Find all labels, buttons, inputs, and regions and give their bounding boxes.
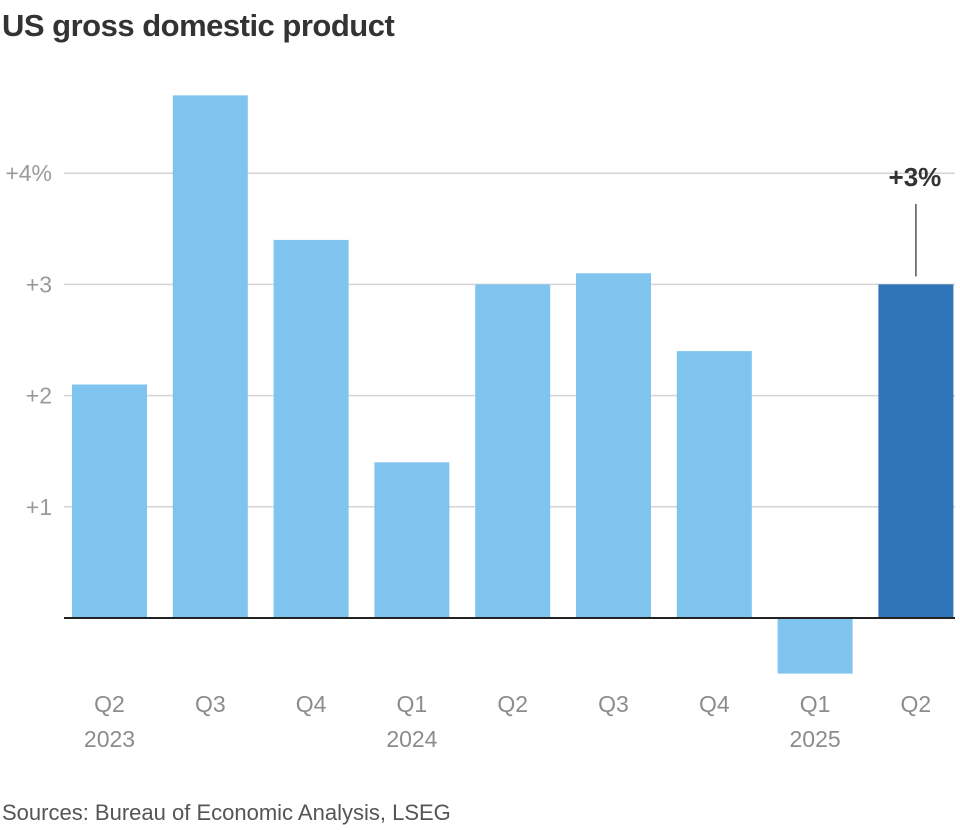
bar [172,95,248,619]
x-tick-label: Q4 [699,691,730,717]
annotation: +3% [889,162,942,277]
x-tick-label: Q1 2024 [386,691,437,752]
y-tick-label: +1 [26,494,52,520]
bar [777,618,853,674]
bar [72,384,147,618]
y-tick-label: +4% [5,160,52,186]
bars [72,95,954,674]
bar [878,284,954,618]
x-tick-label: Q4 [296,691,327,717]
y-axis-ticks: +1 +2 +3 +4% [5,160,52,520]
source-note: Sources: Bureau of Economic Analysis, LS… [2,800,451,825]
x-tick-label: Q3 [195,691,226,717]
x-tick-label: Q2 [497,691,528,717]
bar [475,284,551,618]
x-tick-label: Q3 [598,691,629,717]
bar [273,239,349,619]
x-axis-ticks: Q2 2023 Q3 Q4 Q1 2024 Q2 Q3 Q4 Q1 2025 Q2 [84,691,931,752]
y-tick-label: +3 [26,271,52,297]
x-tick-label: Q2 [901,691,932,717]
bar [374,462,450,618]
y-tick-label: +2 [26,383,52,409]
annotation-label: +3% [889,162,942,192]
x-tick-label: Q2 2023 [84,691,135,752]
bar [576,273,651,618]
x-tick-label: Q1 2025 [790,691,841,752]
chart-title: US gross domestic product [2,8,395,43]
bar [676,351,752,618]
